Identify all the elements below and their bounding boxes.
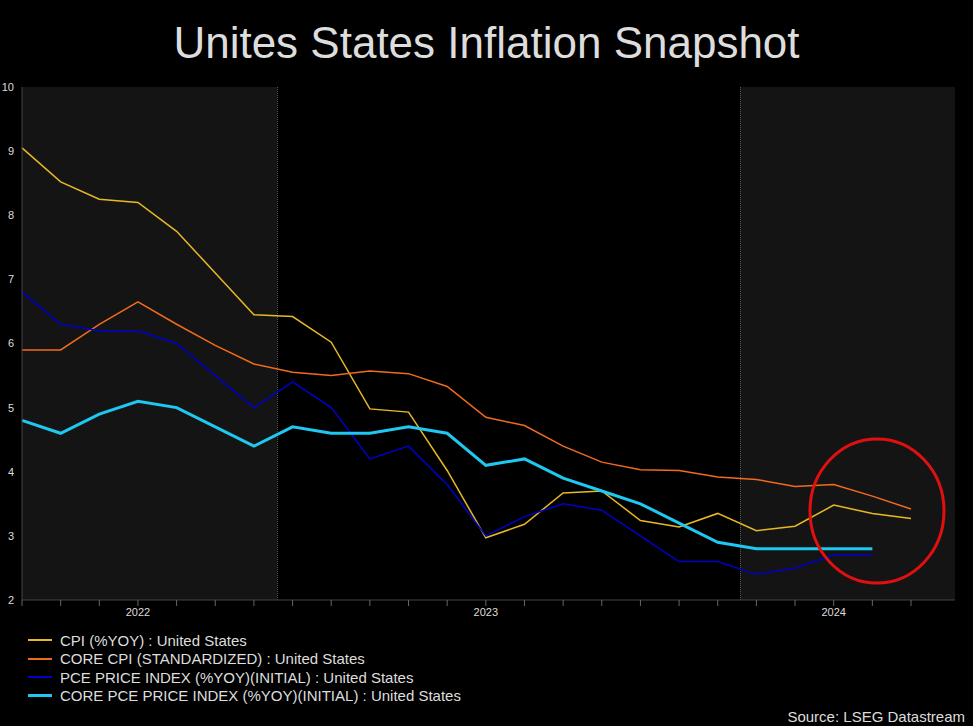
html-text:Unites States Inflation Snapsh: Unites States Inflation Snapshot bbox=[173, 18, 800, 67]
html-text:CPI (%YOY) : United States: CPI (%YOY) : United States bbox=[60, 631, 247, 649]
svg-text:5: 5 bbox=[8, 402, 14, 414]
svg-text:4: 4 bbox=[8, 466, 14, 478]
svg-text:7: 7 bbox=[8, 273, 14, 285]
html-text:Source: LSEG Datastream: Source: LSEG Datastream bbox=[787, 708, 965, 725]
svg-text:2023: 2023 bbox=[474, 606, 498, 618]
svg-text:6: 6 bbox=[8, 337, 14, 349]
svg-text:10: 10 bbox=[8, 81, 14, 93]
svg-text:3: 3 bbox=[8, 530, 14, 542]
html-text:PCE PRICE INDEX (%YOY)(INITIAL: PCE PRICE INDEX (%YOY)(INITIAL) : United… bbox=[60, 668, 414, 686]
svg-text:2022: 2022 bbox=[126, 606, 150, 618]
svg-text:9: 9 bbox=[8, 145, 14, 157]
svg-text:8: 8 bbox=[8, 209, 14, 221]
svg-text:2024: 2024 bbox=[821, 606, 845, 618]
svg-text:2: 2 bbox=[8, 594, 14, 606]
html-text:CORE CPI (STANDARDIZED) : Unit: CORE CPI (STANDARDIZED) : United States bbox=[60, 650, 365, 668]
html-text:CORE PCE PRICE INDEX (%YOY)(IN: CORE PCE PRICE INDEX (%YOY)(INITIAL) : U… bbox=[60, 687, 461, 705]
